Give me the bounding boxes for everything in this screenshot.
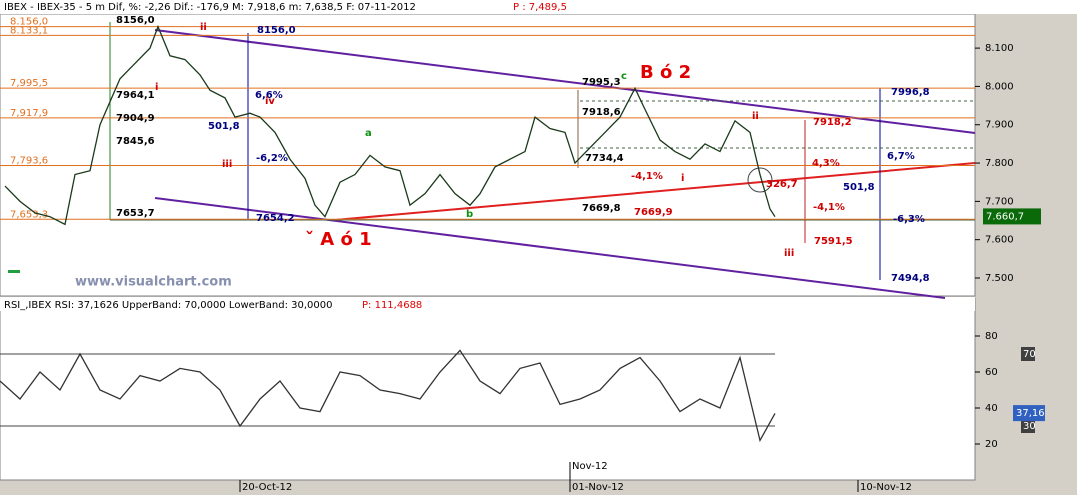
annotation: -4,1% [631, 171, 663, 182]
level-label: 7,995,5 [10, 78, 48, 89]
annotation: B ó 2 [640, 62, 691, 83]
price-panel [0, 13, 976, 297]
x-tick-label: 10-Nov-12 [860, 482, 912, 493]
level-label: 7,653,3 [10, 209, 48, 220]
price-header-price: P : 7,489,5 [513, 2, 567, 13]
series-line [4, 24, 776, 226]
annotation: 326,7 [766, 179, 798, 190]
annotation: 7669,9 [634, 207, 673, 218]
last-value-label: 37,16 [1016, 408, 1045, 419]
annotation: iii [784, 248, 794, 259]
y-tick-label: 7.700 [985, 196, 1014, 207]
annotation: 7995,3 [582, 77, 621, 88]
y-tick-label: 7.900 [985, 120, 1014, 131]
icon [8, 270, 20, 273]
annotation: iii [222, 159, 232, 170]
y-tick-label: 40 [985, 403, 998, 414]
annotation: -4,1% [813, 202, 845, 213]
annotation: 8156,0 [257, 25, 296, 36]
annotation: 7653,7 [116, 208, 155, 219]
rsi-header-bar [0, 297, 975, 311]
annotation: ˇ A ó 1 [305, 229, 372, 250]
rsi-header: RSI_,IBEX RSI: 37,1626 UpperBand: 70,000… [4, 300, 332, 311]
annotation: ii [200, 22, 207, 33]
y-tick-label: 7.800 [985, 158, 1014, 169]
header-bar [0, 0, 1077, 14]
annotation: iv [265, 96, 275, 107]
y-tick-label: 80 [985, 331, 998, 342]
y-tick-label: 7.500 [985, 273, 1014, 284]
rsi-header-price: P: 111,4688 [362, 300, 422, 311]
last-value-box [1013, 405, 1045, 422]
price-header: IBEX - IBEX-35 - 5 m Dif, %: -2,26 Dif.:… [4, 2, 416, 13]
annotation: 501,8 [208, 121, 240, 132]
annotation: 7654,2 [256, 213, 295, 224]
band-box [1021, 347, 1035, 361]
band-label: 70 [1023, 349, 1036, 360]
last-value-label: 7.660,7 [986, 211, 1024, 222]
level-label: 8.156,0 [10, 17, 48, 28]
y-tick-label: 60 [985, 367, 998, 378]
x-tick-label: 20-Oct-12 [242, 482, 292, 493]
annotation: a [365, 128, 372, 139]
last-value-box [983, 208, 1041, 225]
series-line [0, 349, 776, 443]
annotation: -6,3% [893, 214, 925, 225]
annotation: 7918,6 [582, 107, 621, 118]
channel-upper [154, 29, 976, 134]
y-tick-label: 8.100 [985, 43, 1014, 54]
x-month-label: Nov-12 [572, 461, 608, 472]
annotation: ii [752, 111, 759, 122]
annotation: 7845,6 [116, 136, 155, 147]
annotation: 7996,8 [891, 87, 930, 98]
annotation: 7964,1 [116, 90, 155, 101]
annotation: 8156,0 [116, 15, 155, 26]
annotation: 6,7% [887, 151, 915, 162]
annotation: 6,6% [255, 90, 283, 101]
level-label: 7,917,9 [10, 108, 48, 119]
annotation: 7734,4 [585, 153, 624, 164]
band-label: 30 [1023, 421, 1036, 432]
trend-line [334, 162, 976, 221]
annotation: 7904,9 [116, 113, 155, 124]
highlight-circle [747, 167, 773, 193]
level-label: 7,793,6 [10, 155, 48, 166]
level-label: 8.133,1 [10, 25, 48, 36]
y-tick-label: 8.000 [985, 81, 1014, 92]
annotation: b [466, 209, 473, 220]
annotation: www.visualchart.com [75, 275, 232, 290]
rsi-panel [0, 297, 976, 481]
annotation: 4,3% [812, 158, 840, 169]
annotation: 7918,2 [813, 117, 852, 128]
annotation: 501,8 [843, 182, 875, 193]
y-tick-label: 7.600 [985, 235, 1014, 246]
annotation: c [621, 71, 627, 82]
annotation: i [681, 173, 684, 184]
annotation: i [155, 82, 158, 93]
annotation: 7669,8 [582, 203, 621, 214]
y-tick-label: 20 [985, 439, 998, 450]
x-tick-label: 01-Nov-12 [572, 482, 624, 493]
annotation: 7591,5 [814, 236, 853, 247]
band-box [1021, 419, 1035, 433]
annotation: 7494,8 [891, 273, 930, 284]
channel-lower [154, 197, 946, 299]
annotation: -6,2% [256, 153, 288, 164]
